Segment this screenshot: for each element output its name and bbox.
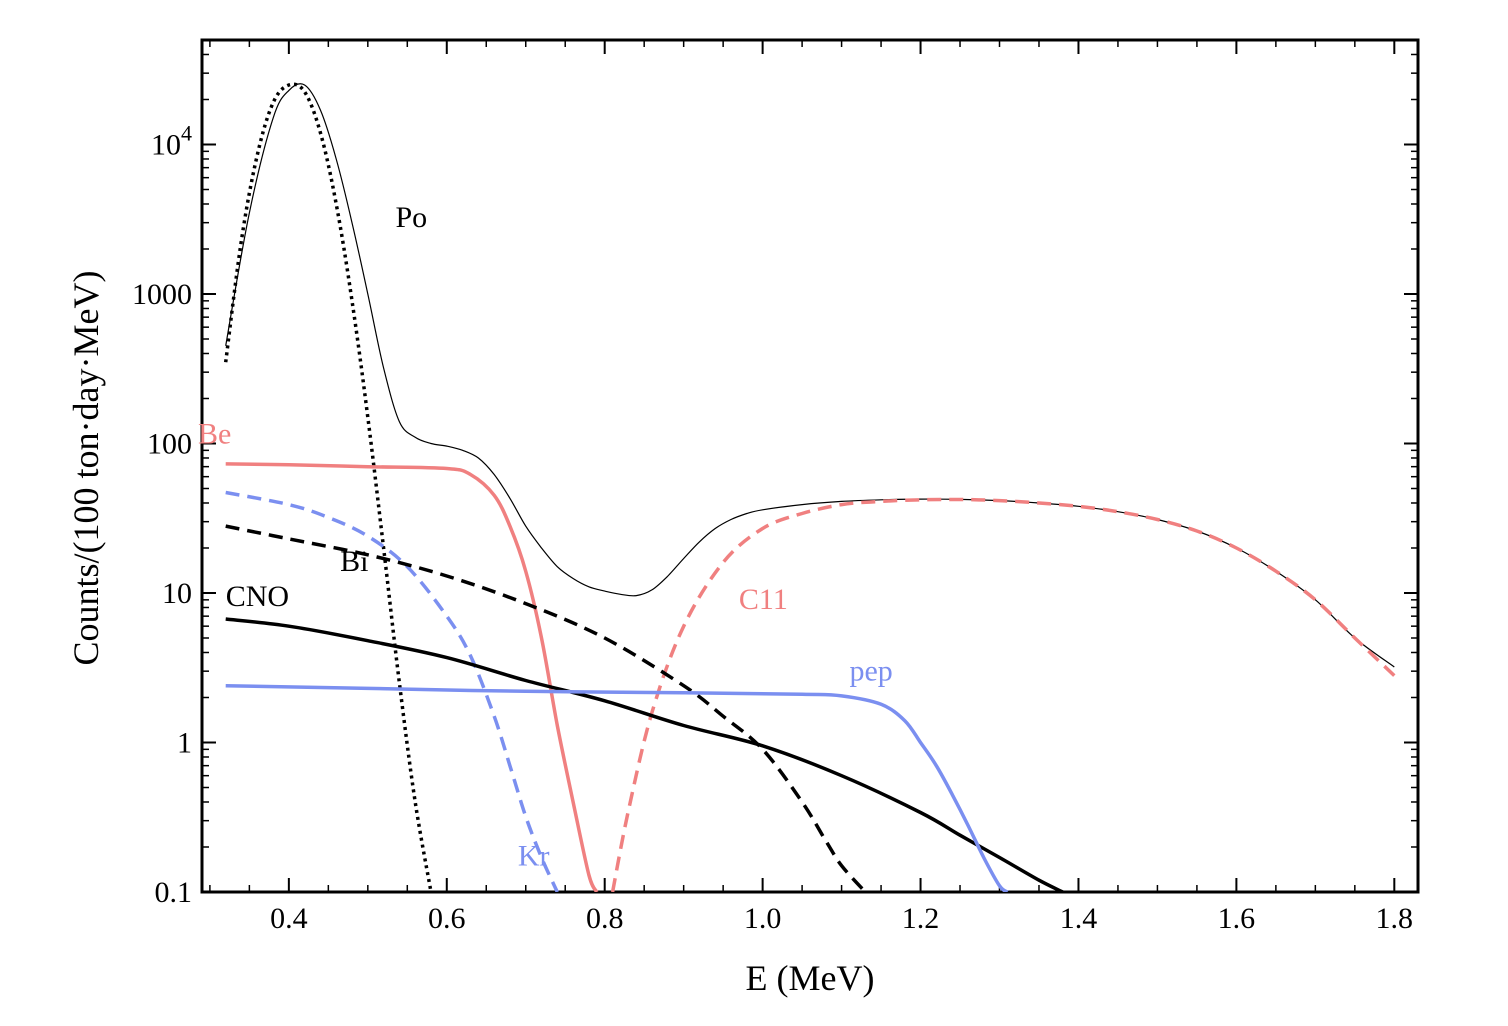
x-tick-label: 0.4: [270, 902, 308, 935]
y-tick-label-base: 0.1: [155, 876, 193, 909]
y-tick-label-base: 10: [162, 577, 192, 610]
series-line-be: [225, 462, 599, 892]
x-tick-label: 1.4: [1060, 902, 1098, 935]
y-tick-label-base: 1000: [132, 278, 192, 311]
series-group: [223, 82, 1396, 892]
y-tick-label: 104: [151, 120, 192, 161]
series-line-bi: [225, 524, 867, 892]
label-po: Po: [395, 201, 427, 234]
label-pep: pep: [849, 654, 892, 687]
y-axis-title: Counts/(100 ton·day·MeV): [66, 271, 106, 666]
label-c11: C11: [739, 583, 788, 616]
x-tick-label: 1.0: [744, 902, 782, 935]
label-kr: Kr: [518, 840, 550, 873]
y-tick-label-base: 100: [147, 427, 192, 460]
x-axis-title: E (MeV): [746, 958, 875, 998]
y-tick-label: 1: [177, 726, 192, 759]
x-tick-label: 1.6: [1218, 902, 1256, 935]
label-cno: CNO: [226, 580, 289, 613]
y-tick-label: 1000: [132, 278, 192, 311]
y-tick-label-base: 1: [177, 726, 192, 759]
label-be: Be: [198, 417, 231, 450]
y-tick-label-exponent: 4: [181, 120, 192, 145]
series-line-total: [225, 83, 1395, 668]
y-tick-label: 100: [147, 427, 192, 460]
y-tick-label: 10: [162, 577, 192, 610]
series-labels: Po Be Bi CNO C11 pep Kr: [198, 201, 893, 873]
series-line-pep: [225, 683, 1009, 892]
x-tick-label: 1.8: [1376, 902, 1414, 935]
y-tick-label: 0.1: [155, 876, 193, 909]
x-tick-label: 1.2: [902, 902, 940, 935]
x-tick-label: 0.8: [586, 902, 624, 935]
series-line-cno: [225, 617, 1064, 892]
x-tick-label: 0.6: [428, 902, 466, 935]
series-line-c11: [610, 497, 1396, 892]
y-tick-label-base: 10: [151, 128, 181, 161]
series-line-kr: [225, 490, 559, 892]
label-bi: Bi: [340, 545, 368, 578]
